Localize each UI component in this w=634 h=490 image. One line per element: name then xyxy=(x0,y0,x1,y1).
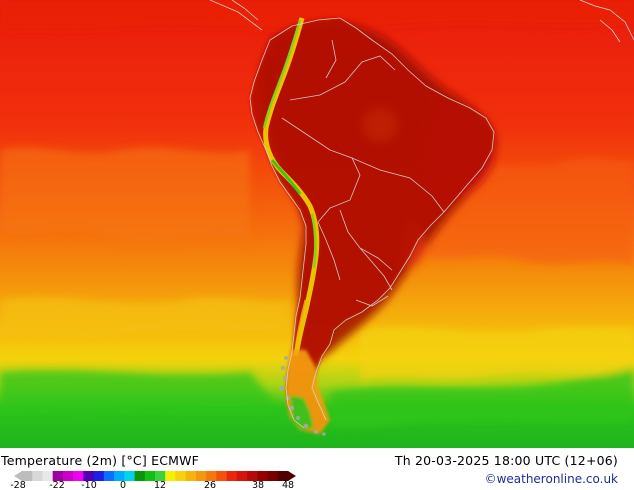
colorbar-swatch xyxy=(83,471,95,481)
weatheronline-credit-link[interactable]: ©weatheronline.co.uk xyxy=(484,472,618,486)
temperature-map[interactable] xyxy=(0,0,634,448)
valid-time: Th 20-03-2025 18:00 UTC (12+06) xyxy=(394,453,618,468)
colorbar-swatch xyxy=(124,471,135,481)
colorbar-swatch xyxy=(267,471,279,481)
colorbar-cap-low xyxy=(14,471,22,481)
colorbar-swatch xyxy=(216,471,228,481)
colorbar-swatch xyxy=(114,471,125,481)
colorbar-tick-label: 38 xyxy=(251,480,265,490)
country-borders xyxy=(209,0,495,429)
colorbar-swatch xyxy=(175,471,187,481)
colorbar-swatch xyxy=(52,471,64,481)
colorbar-swatch xyxy=(277,471,289,481)
colorbar-tick-label: -28 xyxy=(10,480,26,490)
temperature-colorbar xyxy=(14,471,296,481)
colorbar-tick-label: 48 xyxy=(281,480,295,490)
colorbar-swatch xyxy=(42,471,54,481)
colorbar-swatch xyxy=(236,471,248,481)
map-footer: Temperature (2m) [°C] ECMWF Th 20-03-202… xyxy=(0,448,634,490)
south-america-land xyxy=(250,18,494,432)
colorbar-swatch xyxy=(206,471,217,481)
colorbar-swatch xyxy=(226,471,238,481)
colorbar-swatch xyxy=(247,471,258,481)
colorbar-swatch xyxy=(185,471,197,481)
colorbar-cap-high xyxy=(288,471,296,481)
colorbar-swatch xyxy=(62,471,74,481)
map-title: Temperature (2m) [°C] ECMWF xyxy=(1,453,200,468)
colorbar-swatch xyxy=(144,471,156,481)
colorbar-swatch xyxy=(165,471,176,481)
colorbar-swatch xyxy=(32,471,43,481)
colorbar-swatch xyxy=(22,471,33,481)
colorbar-swatch xyxy=(195,471,207,481)
colorbar-swatch xyxy=(103,471,115,481)
colorbar-swatch xyxy=(73,471,84,481)
caribbean-islands xyxy=(579,0,634,43)
colorbar-tick-label: -10 xyxy=(81,480,97,490)
chile-coast-islands xyxy=(279,356,326,436)
colorbar-swatch xyxy=(155,471,166,481)
colorbar-tick-label: 0 xyxy=(119,480,127,490)
colorbar-swatch xyxy=(93,471,105,481)
colorbar-tick-label: 26 xyxy=(203,480,217,490)
colorbar-tick-label: 12 xyxy=(153,480,167,490)
colorbar-tick-label: -22 xyxy=(49,480,65,490)
colorbar-swatch xyxy=(257,471,268,481)
colorbar-swatch xyxy=(134,471,146,481)
